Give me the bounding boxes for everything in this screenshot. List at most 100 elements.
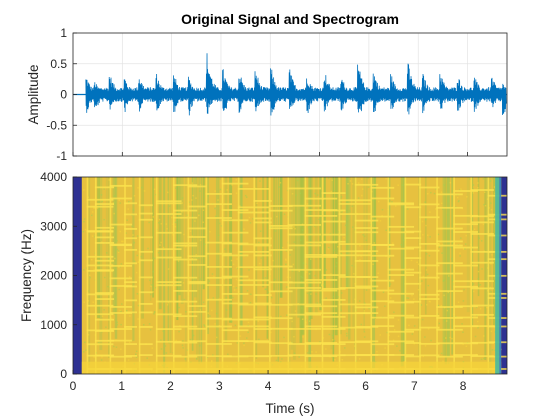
spectrogram-harmonic-stripe: [304, 325, 338, 328]
spectrogram-cell: [182, 347, 184, 349]
spectrogram-harmonic-stripe: [172, 242, 198, 245]
spectrogram-cell: [302, 262, 305, 264]
spectrogram-texture-column: [215, 177, 219, 370]
spectrogram-harmonic-stripe: [109, 305, 132, 308]
spectrogram-cell: [426, 192, 429, 195]
spectrogram-harmonic-stripe: [138, 291, 153, 294]
spectrogram-harmonic-stripe: [419, 315, 440, 317]
spectrogram-cell: [437, 233, 440, 236]
spectrogram-cell: [191, 182, 194, 184]
spectrogram-cell: [125, 309, 128, 312]
spectrogram-cell: [249, 222, 252, 224]
spectrogram-cell: [118, 288, 120, 291]
spectrogram-harmonic-stripe: [321, 233, 346, 236]
spectrogram-cell: [175, 187, 177, 189]
spectrogram-cell: [292, 226, 295, 228]
spectrogram-harmonic-stripe: [172, 209, 198, 212]
spectrogram-harmonic-stripe: [138, 326, 153, 328]
spectrogram-cell: [197, 256, 200, 259]
spectrogram-harmonic-stripe: [187, 227, 207, 230]
spectrogram-harmonic-stripe: [304, 279, 338, 281]
spectrogram-harmonic-stripe: [269, 354, 293, 357]
spectrogram-cell: [441, 252, 443, 254]
spectrogram-harmonic-stripe: [124, 237, 138, 240]
spectrogram-cell: [160, 241, 162, 244]
spectrogram-cell: [167, 301, 170, 304]
spectrogram-harmonic-stripe: [172, 216, 198, 219]
spectrogram-harmonic-stripe: [354, 250, 379, 253]
spectrogram-x-tick-label: 7: [411, 379, 418, 393]
spectrogram-cell: [306, 203, 309, 205]
spectrogram-cell: [325, 348, 327, 350]
spectrogram-harmonic-stripe: [387, 274, 415, 276]
spectrogram-cell: [131, 225, 133, 228]
spectrogram-cell: [296, 179, 299, 182]
spectrogram-cell: [483, 357, 485, 360]
spectrogram-onset-line: [470, 177, 473, 374]
spectrogram-cell: [456, 196, 459, 199]
spectrogram-harmonic-stripe: [321, 240, 346, 243]
spectrogram-cell: [202, 209, 205, 211]
spectrogram-cell: [138, 261, 140, 263]
spectrogram-cell: [426, 304, 428, 306]
spectrogram-cell: [376, 350, 378, 353]
spectrogram-harmonic-stripe: [321, 328, 346, 330]
spectrogram-harmonic-stripe: [221, 182, 249, 185]
spectrogram-cell: [199, 183, 202, 186]
spectrogram-cell: [466, 196, 468, 198]
spectrogram-cell: [164, 345, 167, 347]
spectrogram-harmonic-stripe: [221, 275, 249, 278]
spectrogram-cell: [142, 323, 145, 326]
spectrogram-harmonic-stripe: [354, 325, 379, 328]
spectrogram-cell: [327, 247, 330, 250]
spectrogram-harmonic-stripe: [387, 225, 415, 228]
spectrogram-harmonic-stripe: [221, 231, 249, 234]
spectrogram-cell: [136, 254, 139, 257]
spectrogram-harmonic-stripe: [419, 342, 440, 345]
spectrogram-cell: [225, 309, 228, 311]
spectrogram-harmonic-stripe: [404, 237, 422, 239]
spectrogram-y-axis-label: Frequency (Hz): [19, 229, 34, 322]
spectrogram-cell: [199, 309, 202, 311]
spectrogram-cell: [363, 235, 366, 238]
spectrogram-cell: [477, 320, 479, 323]
spectrogram-harmonic-stripe: [370, 343, 395, 346]
spectrogram-texture-column: [185, 177, 187, 368]
spectrogram-texture-column: [262, 177, 265, 288]
spectrogram-cell: [162, 246, 165, 249]
spectrogram-cell: [440, 352, 443, 355]
spectrogram-texture-column: [288, 177, 291, 370]
spectrogram-cell: [391, 201, 393, 203]
spectrogram-cell: [300, 225, 302, 228]
spectrogram-cell: [426, 273, 429, 276]
spectrogram-cell: [346, 335, 348, 337]
spectrogram-harmonic-stripe: [109, 339, 132, 342]
spectrogram-harmonic-stripe: [124, 285, 138, 288]
spectrogram-harmonic-stripe: [94, 186, 115, 189]
spectrogram-cell: [490, 291, 493, 293]
spectrogram-texture-column: [99, 177, 103, 351]
spectrogram-y-tick-label: 4000: [40, 170, 67, 184]
spectrogram-cell: [83, 301, 85, 303]
spectrogram-harmonic-stripe: [354, 340, 379, 343]
spectrogram-cell: [243, 228, 245, 230]
spectrogram-cell: [443, 279, 445, 282]
spectrogram-cell: [265, 288, 267, 290]
spectrogram-y-tick-label: 3000: [40, 219, 67, 233]
spectrogram-harmonic-stripe: [172, 341, 198, 344]
spectrogram-x-tick-label: 0: [70, 379, 77, 393]
spectrogram-cell: [441, 243, 444, 246]
spectrogram-harmonic-stripe: [470, 233, 494, 235]
spectrogram-cell: [401, 184, 404, 186]
spectrogram-cell: [305, 271, 308, 273]
spectrogram-texture-column: [372, 177, 376, 370]
spectrogram-cell: [473, 290, 475, 293]
spectrogram-cell: [175, 339, 177, 342]
spectrogram-harmonic-stripe: [370, 215, 395, 218]
spectrogram-cell: [285, 258, 287, 260]
spectrogram-harmonic-stripe: [453, 285, 478, 288]
spectrogram-texture-column: [295, 177, 298, 289]
spectrogram-harmonic-stripe: [205, 252, 232, 255]
spectrogram-cell: [435, 188, 438, 190]
